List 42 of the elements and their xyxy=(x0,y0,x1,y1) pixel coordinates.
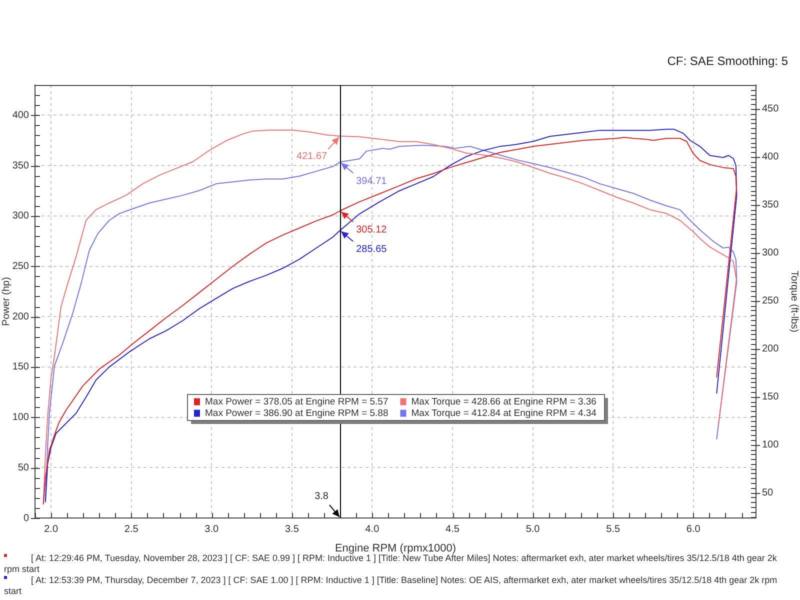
x-tick-label: 4.0 xyxy=(365,524,380,535)
y2-tick-label: 100 xyxy=(762,439,780,450)
x-tick-label: 6.0 xyxy=(686,524,701,535)
y-tick-label: 300 xyxy=(12,210,30,222)
y2-tick-label: 150 xyxy=(762,392,780,402)
y2-tick-label: 50 xyxy=(762,487,774,498)
y2-axis-title: Torque (ft-lbs) xyxy=(788,270,800,332)
y-tick-label: 350 xyxy=(12,160,30,172)
y-axis-title: Power (hp) xyxy=(0,277,12,326)
text: [ At: 12:29:46 PM, Tuesday, November 28, 2023 ] [ CF: SAE 0.99 ] [ RPM: Inductive 1 ] [Title: New Tube After Miles] Notes: aftermarket exh, ater market wheels/tires 35/12.5/18 4th gear 2k rpm start xyxy=(4,553,777,574)
y-tick-label: 50 xyxy=(18,462,30,474)
legend-label: Max Torque = 412.84 at Engine RPM = 4.34 xyxy=(411,408,596,419)
ref-line-label: 3.8 xyxy=(314,490,329,502)
x-tick-label: 4.5 xyxy=(446,524,460,535)
x-tick-label: 3.5 xyxy=(284,524,300,535)
text: [ At: 12:53:39 PM, Thursday, December 7, 2023 ] [ CF: SAE 1.00 ] [ RPM: Inductive 1 ] [Title: Baseline] Notes: OE AIS, aftermarket exh, ater market wheels/tires 35/12.5/18 4th gear 2k rpm start xyxy=(4,575,778,596)
x-tick-label: 5.0 xyxy=(526,524,540,535)
x-tick-label: 2.0 xyxy=(44,524,58,535)
data-label: 285.65 xyxy=(356,244,388,256)
data-label: 305.12 xyxy=(356,224,388,236)
y-tick-label: 250 xyxy=(12,261,30,272)
x-tick-label: 3.0 xyxy=(204,524,220,535)
y2-tick-label: 200 xyxy=(762,344,780,355)
y-tick-label: 200 xyxy=(12,311,30,322)
y2-tick-label: 300 xyxy=(762,248,780,259)
y2-tick-label: 350 xyxy=(762,200,780,211)
legend-label: Max Power = 378.05 at Engine RPM = 5.57 xyxy=(205,396,388,408)
y2-tick-label: 400 xyxy=(762,152,780,163)
y-tick-label: 0 xyxy=(23,512,30,524)
legend-label: Max Torque = 428.66 at Engine RPM = 3.36 xyxy=(411,396,596,408)
x-tick-label: 2.5 xyxy=(124,524,139,535)
x-axis-title: Engine RPM (rpmx1000) xyxy=(334,542,456,554)
y2-tick-label: 450 xyxy=(762,104,780,115)
y-tick-label: 400 xyxy=(12,110,30,121)
y2-tick-label: 250 xyxy=(762,296,780,307)
legend-label: Max Power = 386.90 at Engine RPM = 5.88 xyxy=(205,408,388,419)
y-tick-label: 100 xyxy=(12,412,30,424)
data-label: 394.71 xyxy=(356,176,388,187)
x-tick-label: 5.5 xyxy=(606,524,620,535)
data-label: 421.67 xyxy=(296,150,328,162)
y-tick-label: 150 xyxy=(12,362,30,373)
chart-subtitle: CF: SAE Smoothing: 5 xyxy=(667,54,788,68)
